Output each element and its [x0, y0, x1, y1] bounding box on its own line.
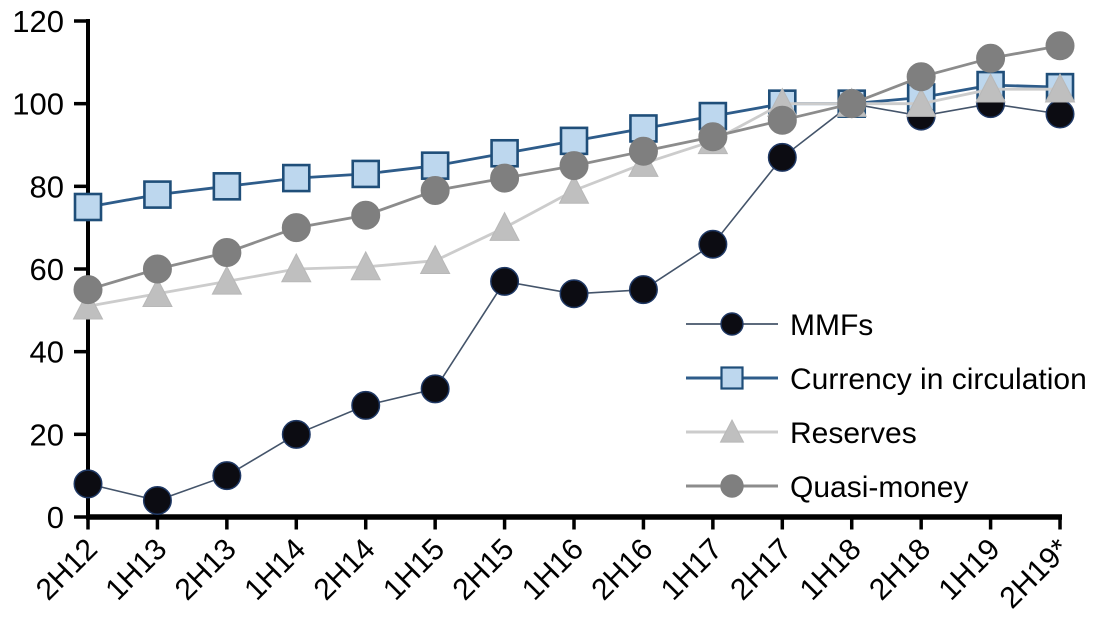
- series-marker-currency-in-circulation: [73, 192, 103, 222]
- series-marker-quasi-money: [212, 237, 242, 267]
- series-marker-mmfs: [73, 469, 103, 499]
- series-marker-currency-in-circulation: [143, 180, 172, 209]
- y-tick-label: 20: [30, 417, 64, 452]
- series-marker-currency-in-circulation: [351, 159, 381, 189]
- x-tick-label: 2H17: [724, 533, 798, 607]
- x-tick-label: 1H14: [238, 533, 312, 607]
- legend-label-mmfs: MMFs: [790, 309, 873, 342]
- series-marker-reserves: [142, 277, 173, 308]
- x-tick-label: 1H18: [794, 533, 868, 607]
- series-marker-reserves: [558, 174, 590, 204]
- legend-item-reserves: Reserves: [686, 417, 917, 450]
- series-marker-mmfs: [212, 461, 242, 491]
- legend-label-currency-in-circulation: Currency in circulation: [790, 363, 1087, 396]
- series-marker-quasi-money: [837, 89, 867, 119]
- legend-swatch-currency-in-circulation: [720, 366, 744, 390]
- series-marker-quasi-money: [767, 105, 797, 135]
- legend-swatch-quasi-money: [720, 474, 744, 498]
- x-tick-label: 2H13: [169, 533, 243, 607]
- series-marker-quasi-money: [142, 254, 172, 284]
- series-marker-mmfs: [281, 419, 311, 449]
- series-marker-quasi-money: [490, 163, 520, 193]
- x-tick-label: 2H19*: [994, 532, 1077, 615]
- x-tick-label: 1H16: [516, 533, 590, 607]
- series-marker-quasi-money: [281, 213, 311, 243]
- series-marker-mmfs: [351, 390, 381, 420]
- series-marker-mmfs: [142, 485, 172, 515]
- series-marker-reserves: [280, 252, 312, 283]
- legend-item-currency-in-circulation: Currency in circulation: [686, 363, 1087, 396]
- x-tick-label: 1H13: [99, 533, 173, 607]
- legend-swatch-reserves: [719, 418, 745, 443]
- series-marker-reserves: [905, 87, 937, 117]
- series-quasi-money: [73, 31, 1075, 305]
- series-marker-mmfs: [628, 275, 658, 305]
- series-marker-quasi-money: [73, 275, 103, 305]
- x-tick-label: 1H17: [655, 533, 729, 607]
- series-marker-currency-in-circulation: [281, 163, 311, 193]
- x-tick-label: 2H12: [30, 533, 104, 607]
- x-tick-label: 1H19: [932, 533, 1006, 607]
- y-tick-label: 60: [30, 252, 64, 287]
- series-marker-currency-in-circulation: [212, 172, 242, 201]
- x-tick-label: 2H18: [863, 533, 937, 607]
- series-marker-quasi-money: [420, 175, 450, 205]
- series-marker-mmfs: [1045, 99, 1075, 129]
- series-marker-mmfs: [698, 229, 728, 259]
- y-tick-label: 40: [30, 335, 64, 370]
- legend-label-quasi-money: Quasi-money: [790, 471, 968, 504]
- x-tick-label: 1H15: [377, 533, 451, 607]
- series-marker-reserves: [975, 73, 1006, 103]
- y-tick-label: 0: [47, 500, 64, 535]
- y-tick-label: 80: [30, 169, 64, 204]
- legend-item-quasi-money: Quasi-money: [686, 471, 968, 504]
- series-marker-quasi-money: [1045, 31, 1075, 61]
- series-marker-mmfs: [420, 374, 450, 404]
- series-marker-mmfs: [490, 266, 520, 296]
- legend-label-reserves: Reserves: [790, 417, 917, 450]
- series-marker-reserves: [350, 250, 382, 281]
- legend: MMFs Currency in circulation Reserves Quasi…: [686, 309, 1087, 504]
- x-tick-label: 2H15: [446, 533, 520, 607]
- legend-swatch-mmfs: [720, 312, 744, 336]
- y-tick-label: 120: [12, 4, 64, 39]
- legend-item-mmfs: MMFs: [686, 309, 873, 342]
- x-tick-label: 2H14: [308, 533, 382, 607]
- series-marker-currency-in-circulation: [420, 151, 450, 180]
- series-marker-quasi-money: [698, 122, 728, 152]
- series-marker-reserves: [72, 290, 104, 320]
- series-marker-quasi-money: [976, 43, 1006, 73]
- series-marker-currency-in-circulation: [490, 138, 519, 168]
- series-marker-quasi-money: [559, 151, 589, 181]
- series-marker-mmfs: [767, 142, 797, 172]
- series-marker-reserves: [489, 211, 520, 241]
- x-tick-label: 2H16: [585, 533, 659, 607]
- series-marker-quasi-money: [351, 200, 381, 230]
- series-marker-reserves: [211, 265, 243, 295]
- series-marker-quasi-money: [906, 62, 936, 92]
- series-marker-mmfs: [559, 279, 589, 309]
- series-marker-currency-in-circulation: [559, 126, 589, 156]
- series-marker-quasi-money: [628, 136, 658, 166]
- series-marker-reserves: [419, 244, 451, 274]
- y-tick-label: 100: [12, 87, 64, 122]
- series-marker-reserves: [1044, 73, 1076, 103]
